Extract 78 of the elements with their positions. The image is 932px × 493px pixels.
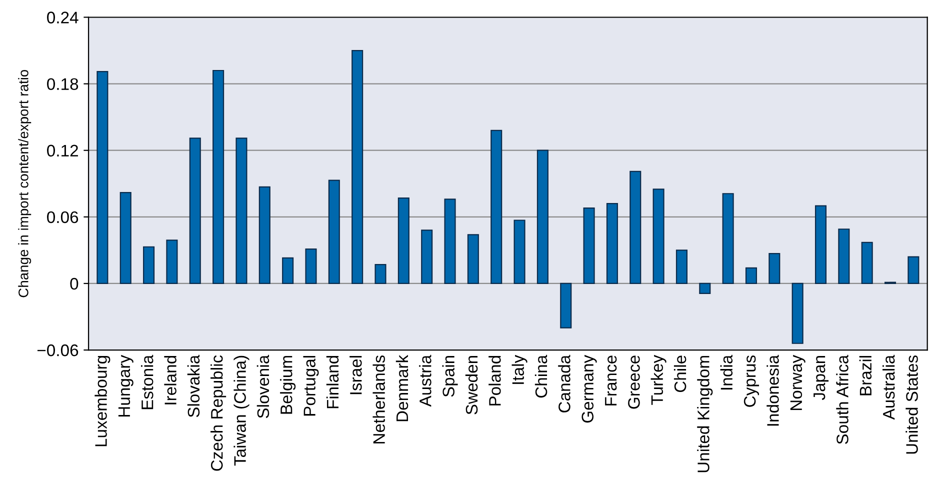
x-tick-label: Australia xyxy=(882,354,895,420)
bar xyxy=(166,240,178,284)
bar xyxy=(652,188,664,284)
x-tick-label: Canada xyxy=(558,354,570,412)
x-tick-label: Slovenia xyxy=(256,354,270,418)
y-tick-label: 0.24 xyxy=(47,12,78,24)
x-tick-label: Chile xyxy=(674,356,686,392)
x-tick-label: United Kingdom xyxy=(697,356,713,472)
bar xyxy=(908,256,920,284)
x-tick-label: Finland xyxy=(326,356,339,408)
bar xyxy=(606,203,618,284)
x-tick-label: Sweden xyxy=(465,356,478,414)
x-tick-label: Israel xyxy=(350,356,362,394)
bar xyxy=(536,150,548,284)
bar xyxy=(467,234,479,284)
bar xyxy=(421,230,433,284)
x-tick-label: Austria xyxy=(419,354,432,407)
x-tick-label: Poland xyxy=(488,356,501,406)
x-tick-label: Belgium xyxy=(280,356,296,414)
bar xyxy=(490,130,502,284)
x-tick-label: Indonesia xyxy=(766,354,779,426)
bar xyxy=(282,257,294,284)
x-tick-label: Ireland xyxy=(164,356,176,404)
bar xyxy=(814,205,827,284)
bar xyxy=(143,246,155,284)
x-tick-label: India xyxy=(720,354,733,390)
bar xyxy=(189,138,201,284)
bar xyxy=(514,220,526,284)
y-tick-label: 0 xyxy=(70,278,78,290)
bar xyxy=(120,192,132,284)
y-tick-label: 0.06 xyxy=(47,211,78,224)
x-tick-label: Norway xyxy=(790,354,806,410)
x-tick-label: China xyxy=(534,354,548,398)
x-tick-label: France xyxy=(605,356,617,406)
bar xyxy=(212,70,224,284)
x-tick-label: Portugal xyxy=(303,356,319,416)
bar xyxy=(745,267,758,284)
x-tick-label: Hungary xyxy=(118,354,134,417)
y-tick-label: 0.12 xyxy=(47,144,78,157)
x-tick-label: Brazil xyxy=(859,356,872,396)
bar xyxy=(630,170,642,284)
x-tick-label: Czech Republic xyxy=(210,355,226,471)
x-tick-label: United States xyxy=(906,355,918,454)
bar xyxy=(838,228,850,284)
bar xyxy=(792,282,804,344)
bar xyxy=(768,252,780,284)
x-tick-label: Cyprus xyxy=(744,355,760,407)
bar xyxy=(444,198,456,284)
x-tick-label: Italy xyxy=(512,354,528,384)
x-tick-label: Estonia xyxy=(141,354,154,410)
bar xyxy=(722,193,734,284)
x-tick-label: Germany xyxy=(582,354,597,423)
bar xyxy=(699,282,711,294)
bar xyxy=(328,180,340,284)
y-axis-title: Change in import content/export ratio xyxy=(18,70,32,298)
x-tick-label: Japan xyxy=(814,356,829,400)
bar xyxy=(352,50,364,284)
bar xyxy=(861,242,873,284)
bar xyxy=(258,186,270,284)
bar xyxy=(236,138,248,284)
bar xyxy=(96,71,108,284)
x-tick-label: Netherlands xyxy=(372,355,385,444)
x-tick-label: Denmark xyxy=(396,354,408,422)
x-tick-label: Taiwan (China) xyxy=(234,356,250,466)
y-tick-label: −0.06 xyxy=(37,344,78,356)
bar xyxy=(560,282,572,328)
x-tick-label: South Africa xyxy=(836,354,848,444)
bar xyxy=(676,250,688,284)
bar xyxy=(374,264,386,284)
y-tick-label: 0.18 xyxy=(47,78,78,90)
bar xyxy=(305,248,317,284)
x-tick-label: Slovakia xyxy=(187,354,200,418)
x-tick-label: Greece xyxy=(628,356,640,409)
bar xyxy=(583,207,595,284)
bar xyxy=(398,198,410,284)
x-tick-label: Spain xyxy=(442,356,458,397)
x-tick-label: Luxembourg xyxy=(94,356,110,446)
x-tick-label: Turkey xyxy=(650,354,666,405)
